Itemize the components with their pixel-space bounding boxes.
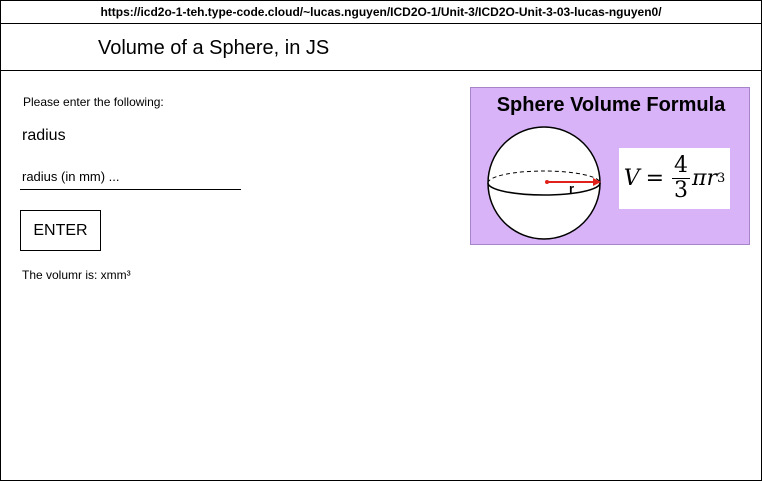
sphere-diagram: r [487, 126, 601, 240]
radius-arrowhead [593, 178, 601, 186]
radius-r-label: r [569, 181, 574, 196]
formula-v: V [623, 166, 640, 191]
url-bar[interactable]: https://icd2o-1-teh.type-code.cloud/~luc… [0, 0, 762, 24]
formula-box: V = 4 3 π r 3 [619, 148, 730, 209]
url-text: https://icd2o-1-teh.type-code.cloud/~luc… [100, 4, 662, 19]
formula-title: Sphere Volume Formula [496, 94, 726, 116]
formula-equals: = [645, 166, 665, 191]
formula-exponent: 3 [717, 171, 726, 186]
instructions-text: Please enter the following: [23, 95, 164, 109]
result-text: The volumr is: xmm³ [22, 268, 131, 282]
formula-r: r [706, 166, 718, 191]
page-header: Volume of a Sphere, in JS [0, 24, 762, 71]
formula-denominator: 3 [674, 178, 689, 203]
sphere-formula-image: Sphere Volume Formula r V = 4 3 π r 3 [470, 87, 750, 245]
page-title: Volume of a Sphere, in JS [98, 37, 330, 59]
radius-input[interactable] [20, 164, 241, 190]
formula-fraction: 4 3 [672, 153, 691, 203]
formula-numerator: 4 [672, 153, 691, 179]
radius-label: radius [22, 127, 66, 144]
enter-button[interactable]: ENTER [20, 210, 101, 251]
formula-pi: π [692, 166, 707, 191]
